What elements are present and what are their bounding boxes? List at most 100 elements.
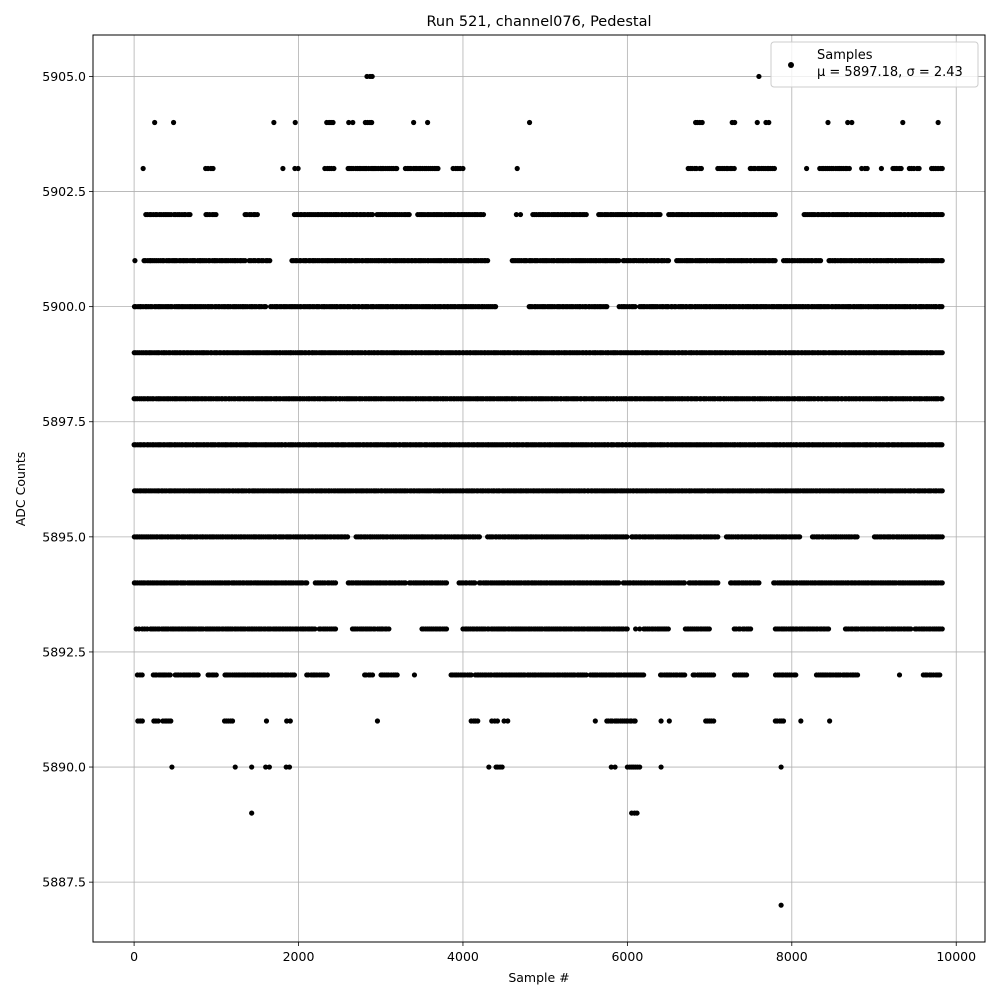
sample-point (312, 626, 318, 632)
sample-point (249, 764, 255, 770)
sample-point (195, 672, 201, 678)
sample-point (324, 672, 330, 678)
sample-point (213, 211, 219, 218)
sample-point (386, 626, 392, 632)
sample-point (854, 534, 860, 540)
x-tick-label: 4000 (447, 949, 479, 964)
sample-point (939, 442, 945, 448)
sample-point (476, 534, 482, 540)
legend: Samples μ = 5897.18, σ = 2.43 (770, 41, 979, 88)
sample-point (242, 258, 248, 264)
sample-point (825, 119, 831, 126)
sample-point (864, 165, 870, 172)
sample-point (332, 626, 339, 632)
sample-point (756, 73, 762, 80)
y-tick-label: 5887.5 (42, 875, 86, 890)
sample-point (443, 626, 450, 632)
legend-box (770, 41, 979, 88)
sample-point (284, 718, 290, 724)
sample-point (369, 119, 375, 126)
sample-point (608, 764, 614, 770)
sample-point (369, 672, 376, 678)
sample-point (632, 304, 638, 310)
sample-point (266, 764, 272, 770)
sample-point (637, 764, 643, 770)
sample-point (939, 488, 945, 494)
sample-point (756, 580, 762, 586)
axis-ticks: 0 2000 4000 6000 8000 100005887.55890.05892.5… (42, 69, 976, 964)
sample-point (710, 672, 717, 678)
sample-point (517, 211, 524, 218)
sample-point (271, 119, 277, 126)
sample-point (935, 119, 941, 126)
sample-point (715, 580, 721, 586)
sample-point (187, 211, 193, 218)
sample-point (939, 626, 945, 632)
sample-point (641, 672, 647, 678)
sample-point (632, 718, 638, 724)
sample-point (624, 534, 630, 540)
x-tick-label: 6000 (611, 949, 643, 964)
sample-point (232, 764, 238, 770)
sample-point (845, 119, 851, 126)
y-tick-label: 5892.5 (42, 644, 86, 659)
x-tick-label: 2000 (283, 949, 315, 964)
sample-point (286, 764, 293, 770)
sample-point (699, 119, 705, 126)
sample-point (369, 211, 376, 218)
sample-point (711, 718, 717, 724)
sample-point (827, 718, 833, 724)
sample-point (748, 626, 754, 632)
sample-point (210, 165, 216, 172)
sample-point (505, 718, 511, 724)
sample-point (499, 764, 505, 770)
sample-point (878, 165, 885, 172)
sample-point (665, 258, 672, 264)
sample-point (394, 165, 400, 172)
y-axis-label: ADC Counts (13, 452, 28, 527)
sample-point (152, 119, 158, 126)
sample-point (754, 119, 760, 126)
sample-point (167, 672, 173, 678)
sample-point (486, 764, 492, 770)
sample-point (939, 304, 945, 310)
sample-point (346, 119, 352, 126)
sample-point (263, 304, 269, 310)
sample-point (900, 119, 906, 126)
sample-point (778, 764, 784, 770)
sample-point (425, 119, 431, 126)
sample-point (526, 119, 533, 126)
sample-point (846, 165, 852, 172)
y-tick-label: 5895.0 (42, 529, 86, 544)
sample-point (263, 718, 270, 724)
sample-point (443, 580, 450, 586)
sample-point (304, 580, 310, 586)
sample-point (797, 534, 803, 540)
sample-point (939, 211, 945, 218)
sample-point (155, 718, 161, 724)
sample-point (658, 718, 664, 724)
sample-point (170, 119, 177, 126)
sample-point (168, 718, 174, 724)
sample-point (460, 165, 466, 172)
sample-point (624, 626, 630, 632)
x-tick-label: 10000 (936, 949, 976, 964)
y-tick-label: 5905.0 (42, 69, 86, 84)
legend-marker (788, 62, 794, 68)
x-tick-label: 0 (130, 949, 138, 964)
sample-point (854, 672, 861, 678)
sample-point (139, 672, 145, 678)
sample-point (369, 73, 375, 80)
sample-point (350, 119, 356, 126)
sample-point (772, 258, 778, 264)
legend-stats-label: μ = 5897.18, σ = 2.43 (817, 65, 963, 80)
sample-point (825, 626, 832, 632)
sample-point (681, 580, 688, 586)
sample-point (633, 626, 639, 632)
sample-point (472, 580, 478, 586)
sample-point (771, 165, 778, 172)
sample-point (169, 764, 175, 770)
sample-point (331, 165, 337, 172)
sample-point (406, 211, 412, 218)
sample-point (939, 580, 945, 586)
